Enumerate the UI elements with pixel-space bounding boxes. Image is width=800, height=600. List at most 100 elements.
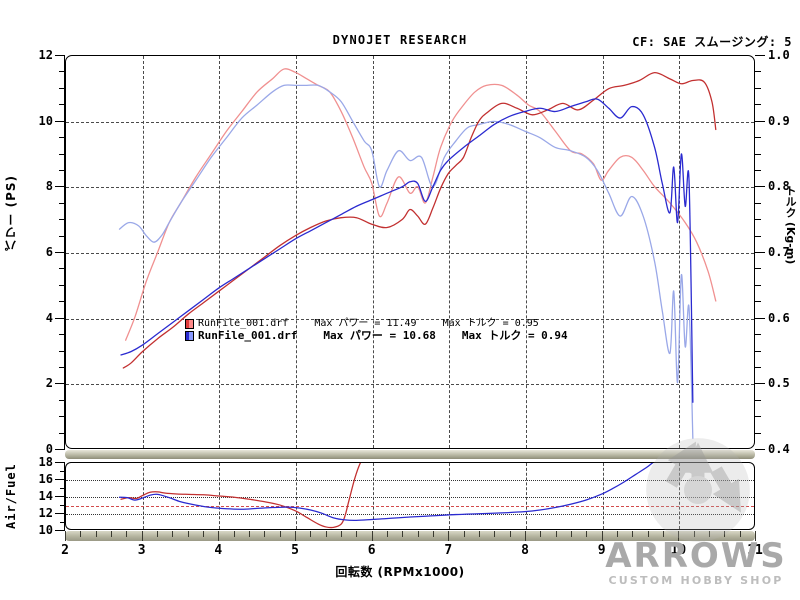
legend-swatch-red	[185, 318, 194, 329]
y-tick-left	[59, 202, 65, 204]
curve-right-torque-2	[124, 68, 717, 341]
x-tick	[678, 531, 680, 541]
y-tick-right	[755, 153, 761, 155]
y-tick-left	[59, 268, 65, 270]
x-tick	[187, 531, 189, 537]
x-tick	[264, 531, 266, 537]
airfuel-tick-label: 16	[38, 472, 53, 486]
y-tick-right	[755, 449, 765, 450]
airfuel-tick	[55, 530, 65, 531]
y-tick-left	[55, 186, 65, 188]
y-tick-left	[59, 416, 65, 418]
airfuel-reference-line	[66, 505, 754, 507]
curve-right-torque-3	[118, 84, 694, 439]
y-tick-right	[755, 137, 761, 139]
airfuel-gridline-horizontal	[66, 514, 754, 515]
x-tick	[111, 531, 112, 537]
x-tick-label: 11	[747, 543, 763, 558]
y-tick-right	[755, 186, 765, 188]
x-tick-label: 10	[670, 543, 687, 558]
airfuel-tick-label: 10	[38, 523, 53, 537]
x-tick	[417, 531, 419, 537]
y-tick-label-right: 0.4	[768, 442, 790, 456]
x-tick	[647, 531, 649, 537]
y-tick-left	[59, 284, 65, 286]
x-tick	[739, 531, 741, 537]
y-tick-right	[755, 416, 761, 418]
airfuel-tick	[55, 462, 65, 463]
chart-title: DYNOJET RESEARCH	[332, 33, 468, 47]
y-tick-left	[59, 301, 65, 303]
airfuel-axis-ticks: 10 12 14 16 18	[39, 455, 65, 537]
y-tick-label-right: 0.7	[768, 245, 790, 259]
curve-left-power-1	[120, 98, 694, 403]
main-plot-area	[65, 55, 755, 449]
y-tick-right	[755, 317, 765, 319]
y-tick-right	[755, 104, 761, 106]
x-tick-label: 6	[367, 543, 376, 558]
airfuel-axis-title: Air/Fuel	[4, 463, 18, 529]
y-tick-label-left: 0	[45, 442, 53, 456]
x-tick	[509, 531, 511, 537]
legend-swatch-blue	[185, 331, 194, 342]
x-tick	[157, 531, 158, 537]
airfuel-gridline-horizontal	[66, 480, 754, 481]
airfuel-gridline-vertical	[449, 463, 451, 529]
y-tick-right	[755, 87, 761, 89]
x-tick	[141, 531, 143, 541]
legend-run1-max-power: Max パワー = 11.49	[314, 318, 417, 329]
x-tick	[479, 531, 480, 537]
x-tick-label: 4	[214, 543, 223, 558]
y-tick-left	[59, 137, 65, 139]
y-axis-left-title: パワー (PS)	[4, 175, 18, 252]
airfuel-gridline-vertical	[602, 463, 604, 529]
y-tick-right	[755, 252, 765, 253]
x-tick-label: 7	[444, 543, 453, 558]
airfuel-gridline-vertical	[372, 463, 374, 529]
airfuel-tick	[60, 504, 65, 506]
y-tick-label-right: 0.5	[768, 376, 790, 391]
x-tick	[571, 531, 572, 537]
y-tick-left	[59, 87, 65, 89]
legend-spacer	[436, 330, 462, 343]
x-tick	[387, 531, 388, 537]
y-tick-right	[755, 235, 761, 237]
y-tick-left	[59, 104, 65, 106]
y-tick-left	[59, 219, 65, 221]
airfuel-gridline-vertical	[526, 463, 527, 529]
x-tick	[172, 531, 174, 537]
panel-separator-band	[65, 450, 755, 459]
x-tick-label: 8	[521, 543, 529, 558]
y-tick-left	[59, 350, 65, 352]
x-tick-label: 3	[137, 543, 146, 558]
y-tick-left	[55, 252, 65, 253]
x-axis-title: 回転数 (RPMx1000)	[335, 565, 465, 579]
x-tick	[463, 531, 465, 537]
y-tick-left	[59, 366, 65, 368]
x-tick	[65, 531, 66, 541]
y-tick-left	[59, 399, 65, 401]
y-tick-left	[55, 317, 65, 319]
legend-run2-max-power: Max パワー = 10.68	[323, 328, 436, 342]
y-tick-left	[59, 235, 65, 237]
legend-row-run2: RunFile_001.drf Max パワー = 10.68 Max トルク …	[185, 328, 568, 343]
airfuel-tick	[60, 470, 65, 472]
x-tick	[310, 531, 312, 537]
x-tick	[218, 531, 220, 541]
x-tick	[586, 531, 588, 537]
legend: RunFile_001.drf Max パワー = 11.49 Max トルク …	[185, 318, 568, 343]
airfuel-tick	[55, 479, 65, 480]
airfuel-plot-area	[65, 462, 755, 530]
y-tick-label-left: 4	[45, 310, 53, 325]
y-tick-right	[755, 169, 761, 171]
x-tick	[279, 531, 281, 537]
legend-run1-max-torque: Max トルク = 0.95	[442, 318, 539, 329]
airfuel-tick-label: 18	[38, 455, 53, 469]
x-tick	[632, 531, 634, 537]
x-tick	[663, 531, 664, 537]
x-tick	[371, 531, 373, 541]
y-tick-label-right: 0.8	[768, 179, 790, 194]
airfuel-tick	[55, 496, 65, 497]
y-tick-left	[59, 432, 65, 434]
airfuel-tick	[60, 487, 65, 489]
